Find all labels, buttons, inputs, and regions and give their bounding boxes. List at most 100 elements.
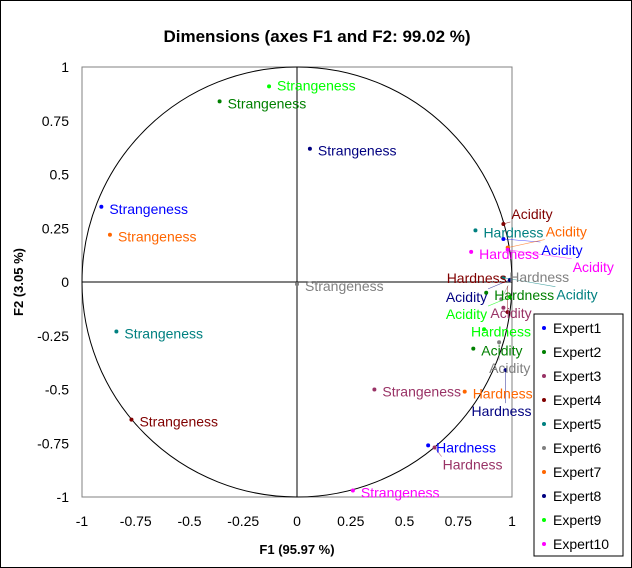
point-label: Acidity xyxy=(546,224,587,240)
x-tick-label: 0 xyxy=(293,513,301,529)
legend-entry: Expert1 xyxy=(553,320,601,336)
x-tick-label: -0.25 xyxy=(227,513,259,529)
unit-circle xyxy=(81,66,513,498)
legend-marker xyxy=(542,350,546,354)
y-tick-label: 0.75 xyxy=(42,113,69,129)
data-point xyxy=(129,417,134,422)
y-tick-label: 0 xyxy=(61,274,69,290)
legend: Expert1 Expert2 Expert3 Expert4 Expert5 Exper… xyxy=(533,313,624,557)
x-tick-label: 0.75 xyxy=(445,513,472,529)
label-leader-line xyxy=(487,279,510,290)
label-leader-line xyxy=(503,238,541,243)
point-label: Hardness xyxy=(479,246,539,262)
label-leader-line xyxy=(507,239,545,248)
data-point xyxy=(426,443,431,448)
chart-title: Dimensions (axes F1 and F2: 99.02 %) xyxy=(163,27,470,46)
label-leader-line xyxy=(500,285,509,300)
x-tick-label: 1 xyxy=(508,513,516,529)
legend-entry: Expert8 xyxy=(553,488,601,504)
point-label: Acidity xyxy=(541,242,582,258)
y-tick-label: 0.25 xyxy=(42,220,69,236)
label-leader-line xyxy=(487,296,510,307)
point-label: Strangeness xyxy=(305,278,384,294)
data-point xyxy=(462,389,467,394)
x-tick-label: -0.75 xyxy=(120,513,152,529)
x-axis-title: F1 (95.97 %) xyxy=(259,542,334,557)
point-label: Hardness xyxy=(509,269,569,285)
point-label: Hardness xyxy=(473,386,533,402)
data-point xyxy=(295,282,299,287)
y-tick-label: 1 xyxy=(61,59,69,75)
point-label: Hardness xyxy=(472,403,532,419)
label-leader-lines xyxy=(434,221,572,457)
point-label: Acidity xyxy=(446,289,487,305)
legend-marker xyxy=(542,374,546,378)
point-label: Hardness xyxy=(483,224,543,240)
legend-marker xyxy=(542,494,546,498)
legend-marker xyxy=(542,542,546,546)
legend-marker xyxy=(542,446,546,450)
point-label: Hardness xyxy=(471,323,531,339)
data-point xyxy=(114,329,119,334)
data-point xyxy=(484,290,489,295)
y-tick-label: -1 xyxy=(57,489,70,505)
legend-entry: Expert7 xyxy=(553,464,601,480)
x-tick-label: -1 xyxy=(76,513,89,529)
y-tick-label: -0.75 xyxy=(37,435,69,451)
label-leader-line xyxy=(434,447,442,457)
point-label: Acidity xyxy=(573,259,614,275)
point-label: Acidity xyxy=(556,287,597,303)
point-label: Hardness xyxy=(436,439,496,455)
y-tick-label: -0.25 xyxy=(37,328,69,344)
point-label: Acidity xyxy=(511,206,552,222)
point-label: Acidity xyxy=(481,343,522,359)
data-point xyxy=(307,146,312,151)
y-tick-label: 0.5 xyxy=(50,167,70,183)
data-point xyxy=(107,232,112,237)
data-point xyxy=(99,204,104,209)
data-point xyxy=(372,387,377,392)
data-point xyxy=(469,249,474,254)
point-label: Acidity xyxy=(490,305,531,321)
legend-marker xyxy=(542,398,546,402)
point-label: Strangeness xyxy=(361,485,440,501)
y-tick-label: -0.5 xyxy=(45,382,69,398)
point-label: Acidity xyxy=(446,306,487,322)
data-point xyxy=(350,488,355,493)
legend-marker xyxy=(542,470,546,474)
point-label: Strangeness xyxy=(277,77,356,93)
y-axis-title: F2 (3.05 %) xyxy=(11,248,26,316)
label-leader-line xyxy=(503,221,511,225)
data-point xyxy=(482,327,487,332)
point-label: Strangeness xyxy=(139,414,218,430)
data-point xyxy=(473,228,478,233)
point-label: Strangeness xyxy=(118,229,197,245)
x-tick-label: 0.5 xyxy=(395,513,415,529)
legend-entry: Expert2 xyxy=(553,344,601,360)
point-label: Hardness xyxy=(494,287,554,303)
x-tick-label: 0.25 xyxy=(337,513,364,529)
data-point xyxy=(217,99,222,104)
point-label: Strangeness xyxy=(382,384,461,400)
label-leader-line xyxy=(503,277,556,287)
legend-marker xyxy=(542,422,546,426)
legend-marker xyxy=(542,326,546,330)
point-label: Strangeness xyxy=(124,325,203,341)
legend-entry: Expert3 xyxy=(553,368,601,384)
legend-entry: Expert5 xyxy=(553,416,601,432)
label-leader-line xyxy=(507,249,572,260)
point-label: Strangeness xyxy=(318,143,397,159)
point-label: Hardness xyxy=(447,270,507,286)
x-tick-label: -0.5 xyxy=(177,513,201,529)
legend-entry: Expert4 xyxy=(553,392,601,408)
plot-area: -1 -0.75 -0.5 -0.25 0 0.25 0.5 0.75 1 1 0.75 0.5 0.2… xyxy=(37,59,516,529)
legend-entry: Expert6 xyxy=(553,440,601,456)
legend-box xyxy=(533,313,624,557)
legend-marker xyxy=(542,518,546,522)
data-point xyxy=(267,84,272,89)
point-label: Strangeness xyxy=(228,95,307,111)
legend-entry: Expert9 xyxy=(553,512,601,528)
point-labels: Strangeness Strangeness Strangeness Strange… xyxy=(109,77,614,500)
